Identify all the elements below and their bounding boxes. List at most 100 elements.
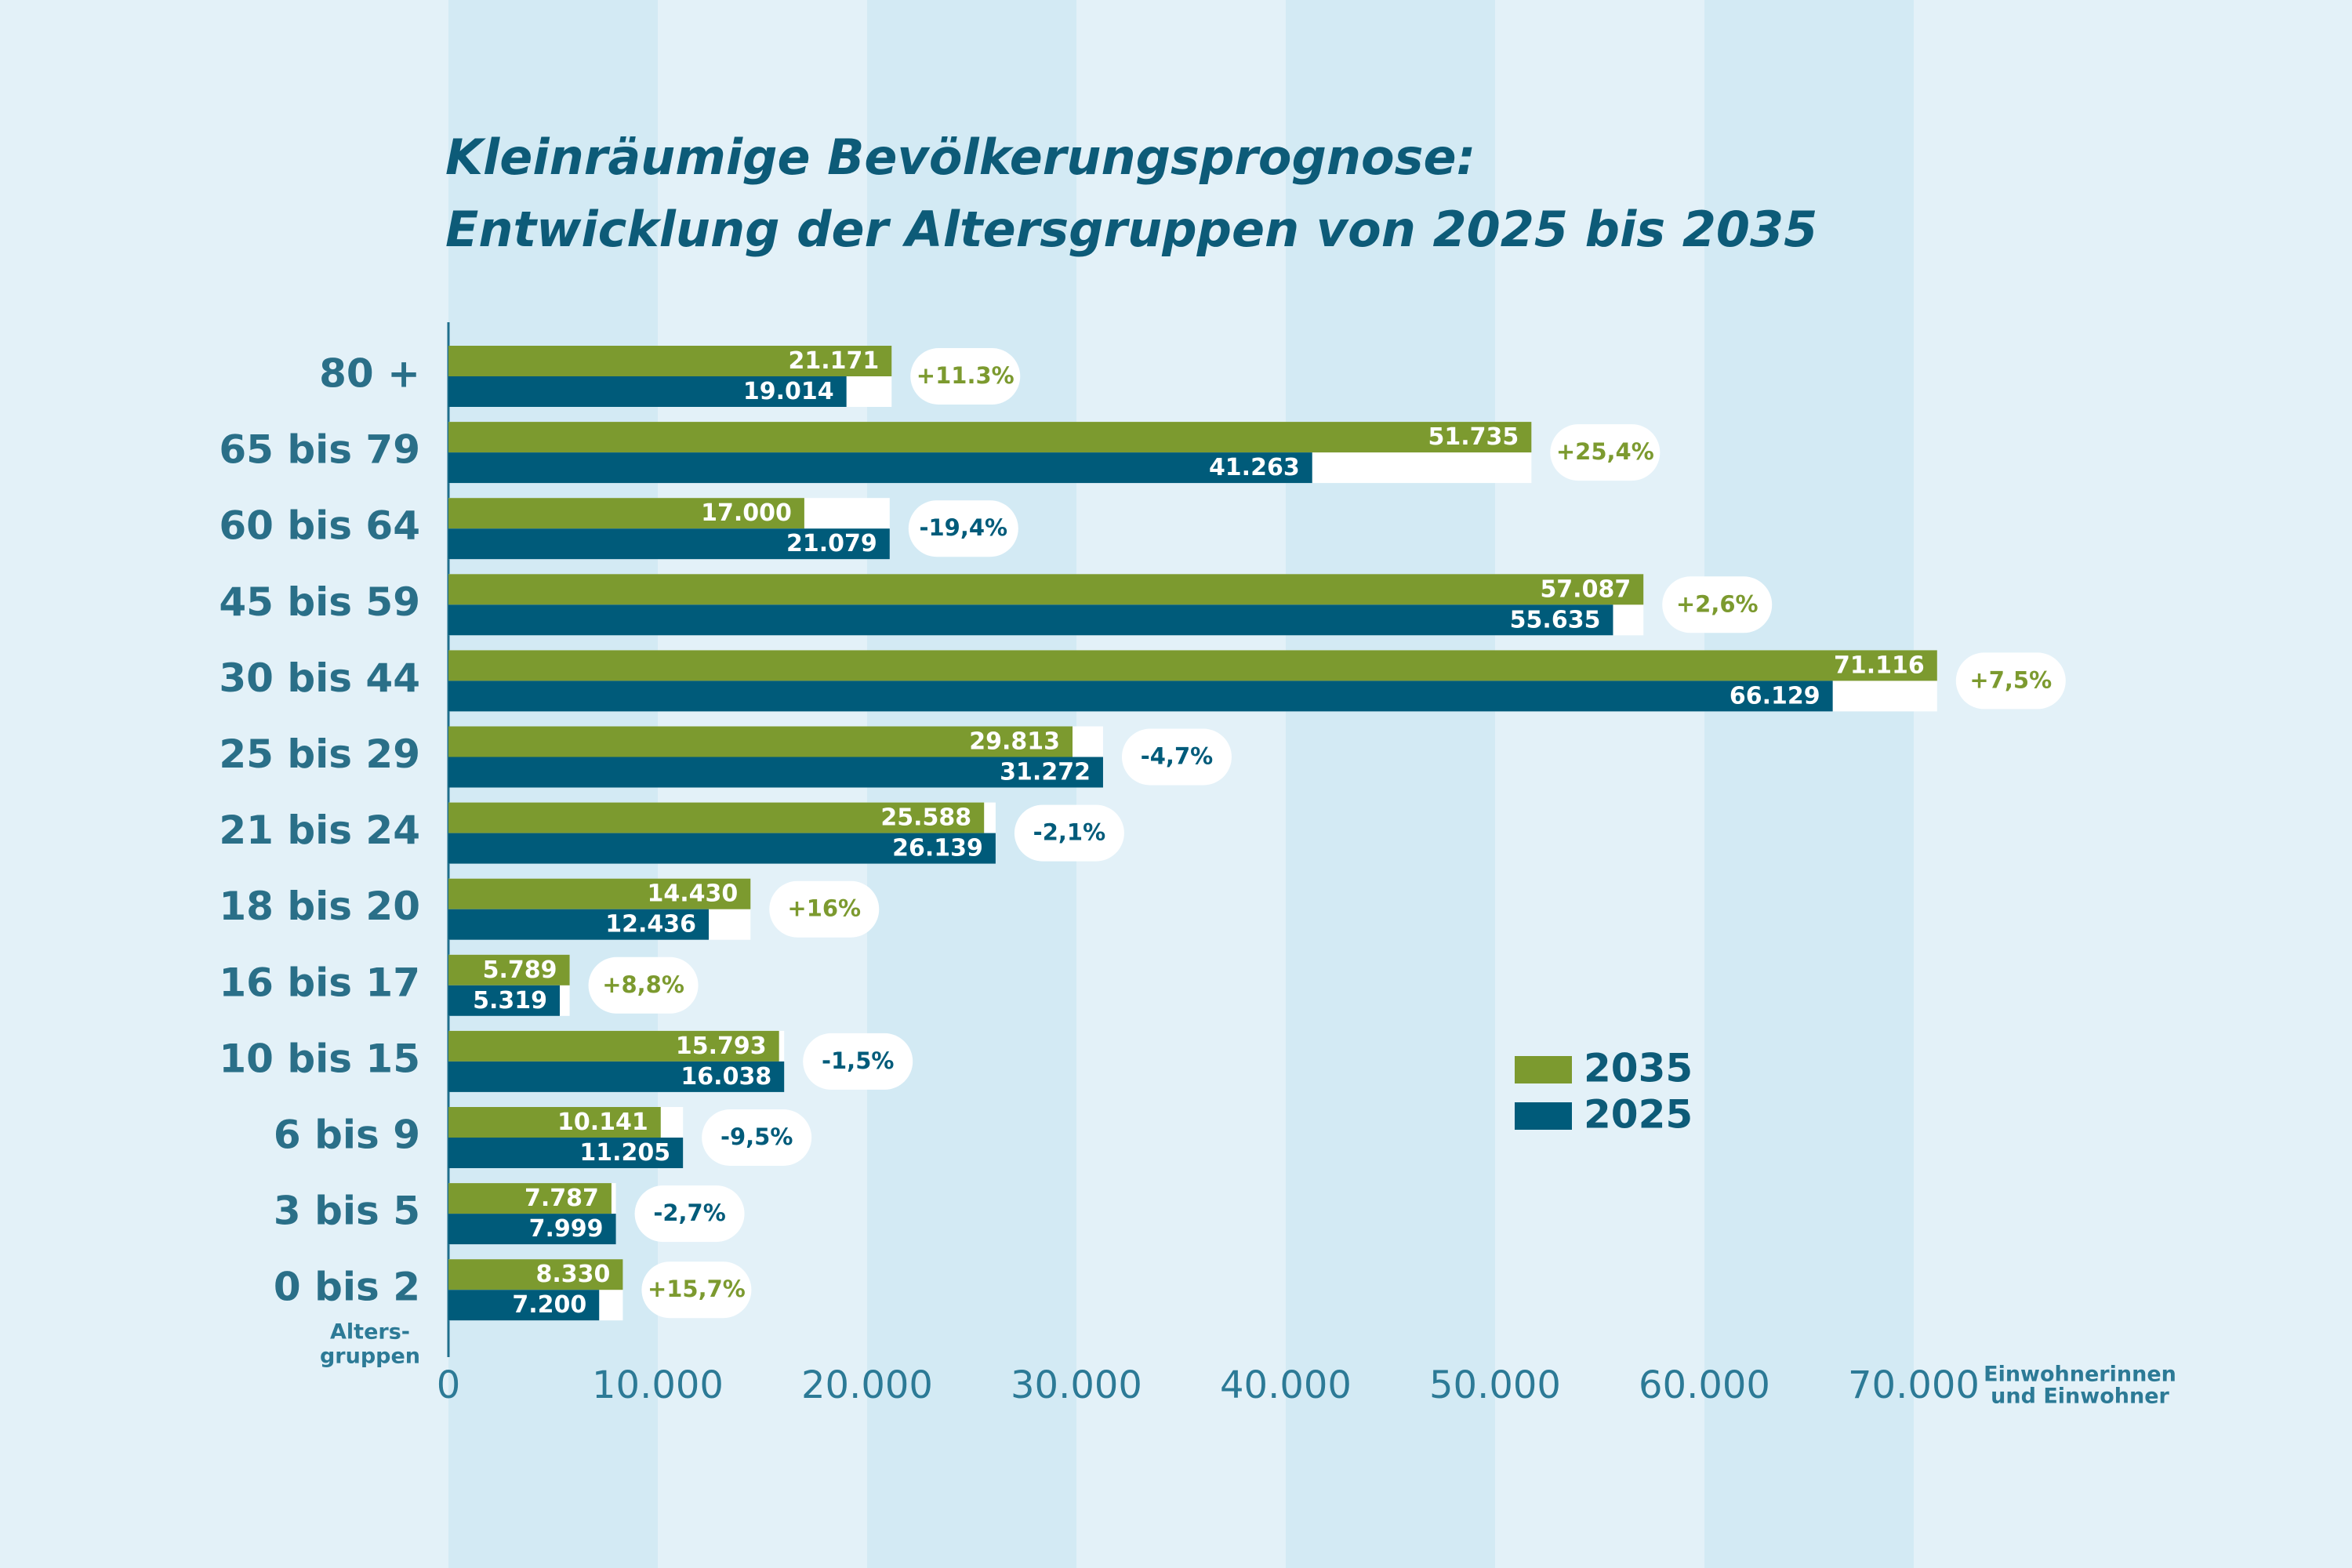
change-label: -4,7%	[1141, 743, 1213, 770]
value-label: 21.171	[788, 347, 879, 375]
value-label: 26.139	[892, 835, 983, 862]
y-tick-label: 3 bis 5	[274, 1189, 420, 1234]
y-axis-label: gruppen	[320, 1345, 420, 1369]
y-axis-label: Alters-	[330, 1320, 410, 1345]
value-label: 25.588	[880, 804, 971, 832]
bar	[448, 422, 1532, 453]
value-label: 7.200	[512, 1291, 586, 1319]
change-label: +8,8%	[602, 971, 684, 998]
x-tick-label: 0	[437, 1363, 461, 1407]
chart-title: Entwicklung der Altersgruppen von 2025 b…	[445, 201, 1817, 258]
y-tick-label: 45 bis 59	[219, 579, 420, 625]
change-pill	[641, 1261, 752, 1319]
y-tick-label: 30 bis 44	[219, 655, 420, 701]
value-label: 5.789	[483, 956, 557, 984]
change-label: +11.3%	[916, 362, 1014, 389]
bar	[448, 604, 1613, 636]
change-label: +25,4%	[1556, 438, 1654, 465]
y-tick-label: 21 bis 24	[219, 808, 420, 853]
grid-stripe	[1704, 0, 1914, 1568]
change-pill	[1662, 576, 1773, 633]
bar	[448, 954, 570, 985]
value-label: 21.079	[786, 530, 877, 557]
value-label: 57.087	[1540, 575, 1631, 603]
x-tick-label: 70.000	[1848, 1363, 1980, 1407]
value-label: 11.205	[579, 1139, 670, 1167]
value-label: 15.793	[676, 1033, 767, 1060]
x-tick-label: 10.000	[592, 1363, 724, 1407]
y-tick-label: 0 bis 2	[274, 1265, 420, 1310]
change-pill	[1550, 424, 1661, 481]
value-label: 55.635	[1510, 606, 1601, 633]
bar	[448, 498, 804, 529]
bar	[448, 1183, 612, 1214]
value-label: 8.330	[536, 1261, 611, 1288]
bar	[448, 1290, 600, 1321]
legend-label: 2025	[1584, 1092, 1693, 1138]
change-pill	[910, 348, 1021, 405]
change-label: -2,1%	[1033, 819, 1105, 846]
bar	[448, 681, 1833, 712]
x-axis-label: und Einwohner	[1991, 1385, 2169, 1409]
legend-swatch	[1515, 1056, 1572, 1083]
change-pill	[634, 1185, 745, 1243]
value-label: 7.787	[524, 1185, 599, 1212]
bar	[448, 650, 1937, 681]
x-tick-label: 20.000	[801, 1363, 933, 1407]
value-label: 31.272	[1000, 759, 1091, 786]
change-label: -9,5%	[720, 1123, 793, 1150]
change-label: -1,5%	[822, 1047, 894, 1074]
x-tick-label: 30.000	[1011, 1363, 1142, 1407]
change-pill	[1014, 804, 1124, 862]
change-label: -2,7%	[653, 1200, 725, 1226]
change-label: -19,4%	[919, 514, 1007, 541]
bar	[448, 802, 985, 833]
bar	[448, 1107, 661, 1138]
y-tick-label: 65 bis 79	[219, 427, 420, 473]
change-label: +2,6%	[1676, 590, 1759, 617]
x-tick-label: 60.000	[1639, 1363, 1770, 1407]
bar	[448, 878, 751, 909]
value-label: 16.038	[681, 1063, 771, 1091]
bar	[448, 1214, 616, 1245]
value-label: 29.813	[969, 728, 1060, 756]
y-tick-label: 60 bis 64	[219, 503, 420, 549]
legend-swatch	[1515, 1102, 1572, 1130]
bar	[448, 1138, 684, 1168]
value-label: 7.999	[529, 1215, 604, 1243]
value-label: 10.141	[557, 1109, 648, 1136]
bar	[448, 452, 1312, 484]
value-label: 71.116	[1834, 652, 1925, 679]
change-pill	[1955, 652, 2066, 710]
y-tick-label: 6 bis 9	[274, 1112, 420, 1158]
change-pill	[702, 1109, 812, 1166]
value-label: 17.000	[701, 499, 792, 527]
bar	[448, 1259, 623, 1290]
y-tick-label: 80 +	[319, 351, 420, 397]
value-label: 41.263	[1209, 454, 1300, 481]
change-pill	[769, 880, 880, 938]
bar	[448, 346, 892, 376]
value-label: 14.430	[647, 880, 738, 908]
bar	[448, 985, 561, 1016]
y-tick-label: 10 bis 15	[219, 1036, 420, 1081]
bar	[448, 574, 1644, 605]
value-label: 12.436	[605, 911, 696, 938]
bar	[448, 376, 847, 407]
change-label: +16%	[787, 895, 861, 922]
bar	[448, 1030, 779, 1062]
change-label: +7,5%	[1969, 666, 2052, 693]
value-label: 5.319	[473, 987, 547, 1014]
value-label: 19.014	[743, 378, 834, 405]
bar	[448, 1061, 785, 1092]
legend-label: 2035	[1584, 1046, 1693, 1091]
bar	[448, 528, 890, 560]
value-label: 51.735	[1428, 423, 1519, 451]
bar	[448, 726, 1073, 757]
bar	[448, 833, 996, 864]
y-tick-label: 25 bis 29	[219, 731, 420, 777]
y-tick-label: 16 bis 17	[219, 960, 420, 1005]
bar	[448, 757, 1103, 788]
change-pill	[1121, 728, 1232, 786]
